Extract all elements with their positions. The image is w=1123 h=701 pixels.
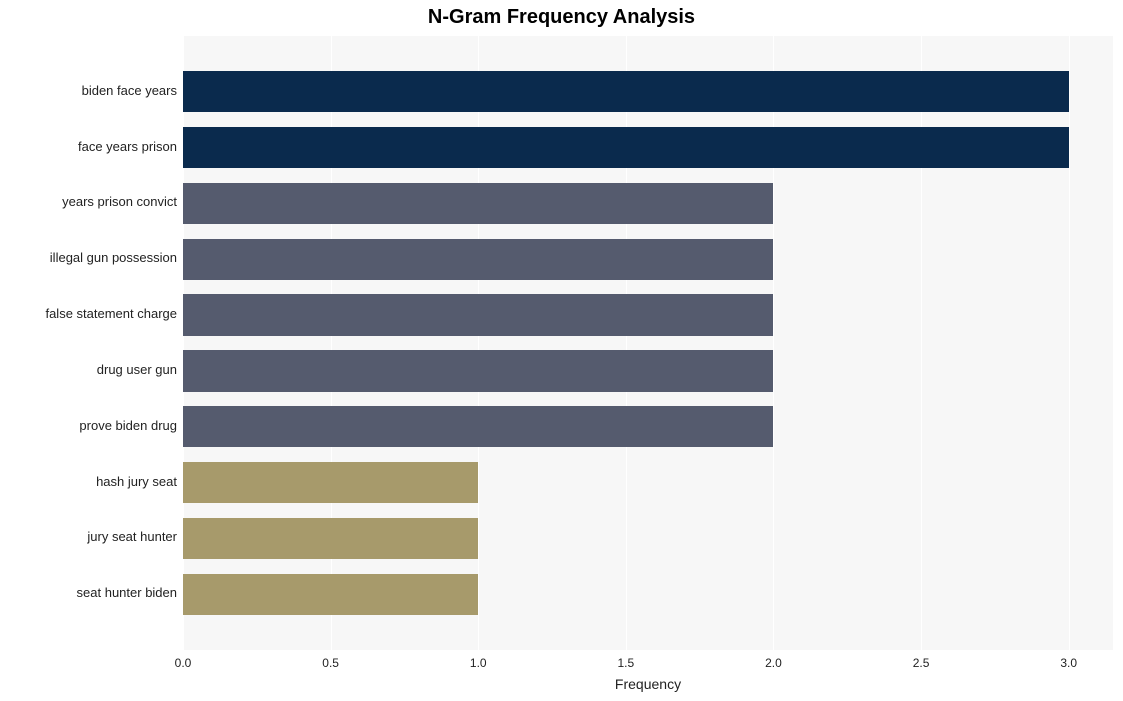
bar: [183, 574, 478, 615]
x-tick-label: 0.5: [322, 656, 339, 670]
ngram-frequency-chart: N-Gram Frequency Analysis biden face yea…: [0, 0, 1123, 701]
bar-row: [183, 120, 1113, 176]
bar: [183, 350, 773, 391]
x-axis-title: Frequency: [183, 676, 1113, 692]
bar-row: [183, 176, 1113, 232]
y-tick-label: years prison convict: [62, 194, 177, 209]
bar-row: [183, 287, 1113, 343]
y-tick-label: illegal gun possession: [50, 250, 177, 265]
bar-row: [183, 64, 1113, 120]
bar-row: [183, 455, 1113, 511]
bar: [183, 239, 773, 280]
bar-row: [183, 231, 1113, 287]
y-tick-label: false statement charge: [45, 306, 177, 321]
y-tick-label: hash jury seat: [96, 474, 177, 489]
y-tick-label: biden face years: [82, 83, 177, 98]
x-tick-label: 2.0: [765, 656, 782, 670]
chart-title: N-Gram Frequency Analysis: [0, 6, 1123, 29]
bar: [183, 406, 773, 447]
y-tick-label: jury seat hunter: [87, 529, 177, 544]
bar: [183, 127, 1069, 168]
bar-row: [183, 399, 1113, 455]
x-tick-label: 2.5: [913, 656, 930, 670]
x-tick-label: 3.0: [1060, 656, 1077, 670]
y-tick-label: face years prison: [78, 139, 177, 154]
bar: [183, 518, 478, 559]
bar: [183, 294, 773, 335]
bar: [183, 71, 1069, 112]
bar: [183, 183, 773, 224]
bar-row: [183, 510, 1113, 566]
x-tick-label: 1.0: [470, 656, 487, 670]
y-tick-label: drug user gun: [97, 362, 177, 377]
y-tick-label: seat hunter biden: [77, 585, 177, 600]
bar-row: [183, 566, 1113, 622]
x-tick-label: 0.0: [175, 656, 192, 670]
y-tick-label: prove biden drug: [79, 418, 177, 433]
bar-row: [183, 343, 1113, 399]
bar: [183, 462, 478, 503]
x-tick-label: 1.5: [618, 656, 635, 670]
plot-area: [183, 36, 1113, 650]
